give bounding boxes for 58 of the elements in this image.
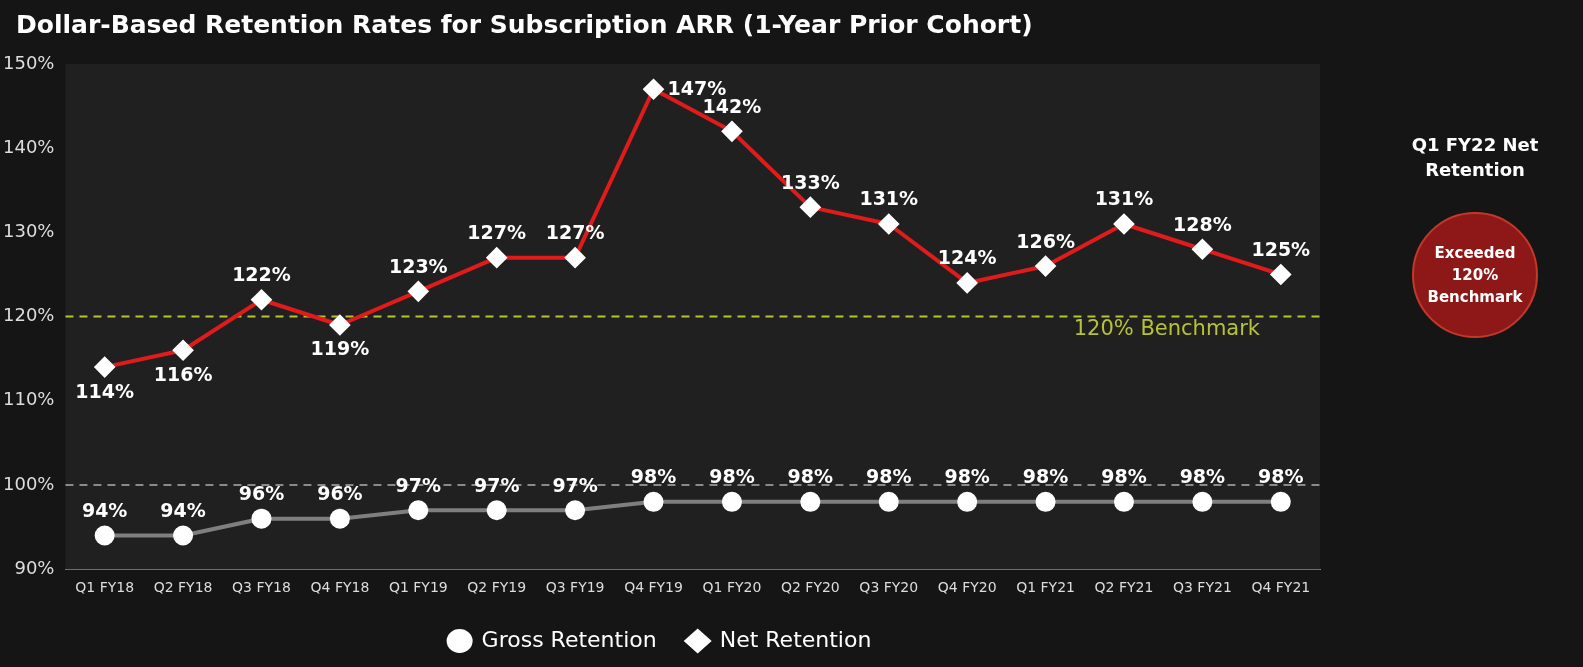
y-tick-label: 130% xyxy=(2,220,55,242)
x-tick-label: Q4 FY20 xyxy=(937,579,997,596)
data-label: 124% xyxy=(937,246,997,269)
data-label: 98% xyxy=(1101,465,1147,488)
x-tick-label: Q4 FY18 xyxy=(310,579,370,596)
x-tick-label: Q2 FY20 xyxy=(780,579,840,596)
y-tick-label: 140% xyxy=(2,135,55,157)
data-label: 98% xyxy=(630,465,677,488)
data-label: 98% xyxy=(1022,465,1069,488)
data-label: 97% xyxy=(395,473,442,496)
data-label: 94% xyxy=(81,498,128,521)
data-label: 98% xyxy=(709,465,755,488)
x-tick-label: Q4 FY21 xyxy=(1251,579,1311,596)
data-label: 97% xyxy=(473,473,520,496)
x-tick-label: Q1 FY21 xyxy=(1016,579,1075,596)
data-label: 127% xyxy=(467,221,527,244)
chart-title: Dollar-Based Retention Rates for Subscription ARR (1-Year Prior Cohort) xyxy=(16,10,1033,39)
data-label: 94% xyxy=(160,498,206,521)
x-tick-label: Q1 FY19 xyxy=(388,579,448,596)
data-label: 123% xyxy=(388,254,448,277)
data-label: 97% xyxy=(552,473,598,496)
data-label: 98% xyxy=(944,465,990,488)
y-tick-label: 90% xyxy=(14,556,55,578)
data-label: 133% xyxy=(780,170,840,193)
circle-badge: Exceeded 120% Benchmark xyxy=(1412,212,1538,338)
ref-line-label: 120% Benchmark xyxy=(1073,315,1261,340)
data-label: 98% xyxy=(1258,465,1304,488)
legend-label: Net Retention xyxy=(719,626,872,652)
x-tick-label: Q3 FY20 xyxy=(859,579,919,596)
data-label: 96% xyxy=(317,482,363,505)
y-tick-label: 150% xyxy=(2,51,55,73)
x-tick-label: Q3 FY19 xyxy=(545,579,605,596)
data-label: 122% xyxy=(232,263,291,286)
y-tick-label: 120% xyxy=(2,304,55,326)
data-label: 125% xyxy=(1251,237,1311,260)
text: Q1 FY22 Net Retention xyxy=(1410,133,1540,182)
data-label: 96% xyxy=(238,482,285,505)
y-tick-label: 110% xyxy=(2,388,55,410)
data-label: 128% xyxy=(1173,212,1232,235)
data-label: 131% xyxy=(859,187,919,210)
x-tick-label: Q4 FY19 xyxy=(624,579,683,596)
x-tick-label: Q2 FY18 xyxy=(153,579,213,596)
y-tick-label: 100% xyxy=(2,472,55,494)
data-label: 114% xyxy=(75,379,135,402)
legend-label: Gross Retention xyxy=(481,626,657,652)
x-tick-label: Q2 FY19 xyxy=(467,579,527,596)
x-tick-label: Q3 FY21 xyxy=(1172,579,1232,596)
data-label: 119% xyxy=(310,337,370,360)
x-tick-label: Q1 FY18 xyxy=(75,579,135,596)
x-tick-label: Q3 FY18 xyxy=(232,579,291,596)
data-label: 131% xyxy=(1094,187,1154,210)
data-label: 126% xyxy=(1016,229,1075,252)
data-label: 98% xyxy=(866,465,912,488)
data-label: 116% xyxy=(153,362,213,385)
x-tick-label: Q1 FY20 xyxy=(702,579,762,596)
data-label: 98% xyxy=(787,465,834,488)
x-tick-label: Q2 FY21 xyxy=(1094,579,1154,596)
data-label: 98% xyxy=(1179,465,1226,488)
